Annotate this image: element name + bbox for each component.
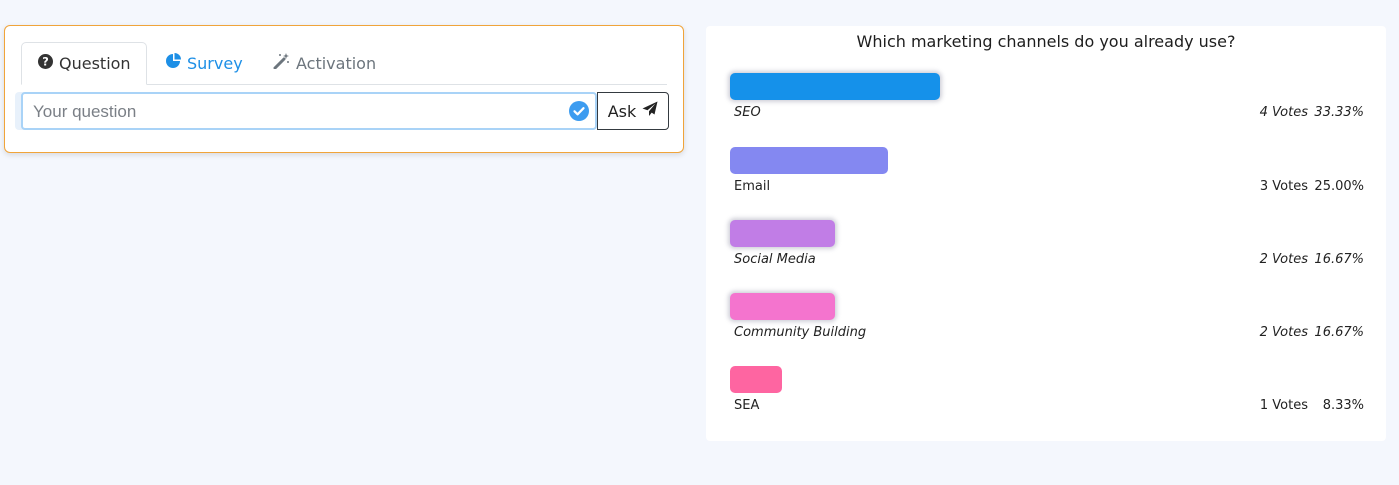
poll-option-percent: 33.33% bbox=[1314, 105, 1364, 120]
poll-option-label: Community Building bbox=[734, 325, 867, 340]
poll-option-percent: 16.67% bbox=[1314, 252, 1364, 267]
poll-option-votes: 3 Votes bbox=[1259, 179, 1308, 194]
ask-button[interactable]: Ask bbox=[597, 92, 669, 130]
poll-option-percent: 16.67% bbox=[1314, 325, 1364, 340]
poll-option-label: Social Media bbox=[734, 252, 816, 267]
tab-survey[interactable]: Survey bbox=[149, 42, 253, 84]
tab-question-label: Question bbox=[59, 54, 131, 73]
tab-question[interactable]: ? Question bbox=[21, 42, 147, 85]
poll-option-bar bbox=[730, 73, 940, 100]
poll-option-votes: 2 Votes bbox=[1259, 252, 1308, 267]
svg-text:?: ? bbox=[42, 55, 49, 68]
tab-activation-label: Activation bbox=[296, 53, 377, 73]
ask-row: Ask bbox=[21, 92, 669, 130]
poll-option-bar bbox=[730, 147, 888, 174]
pie-chart-icon bbox=[165, 53, 181, 73]
question-input[interactable] bbox=[31, 94, 555, 130]
poll-option-label: Email bbox=[734, 179, 771, 194]
tab-activation[interactable]: Activation bbox=[257, 42, 387, 84]
paper-plane-icon bbox=[642, 101, 658, 121]
poll-option: Community Building 2 Votes 16.67% bbox=[730, 293, 1364, 353]
poll-title: Which marketing channels do you already … bbox=[856, 32, 1236, 51]
check-circle-icon bbox=[569, 101, 589, 121]
poll-option: Social Media 2 Votes 16.67% bbox=[730, 220, 1364, 280]
poll-option-bar bbox=[730, 366, 782, 393]
poll-results-panel: Which marketing channels do you already … bbox=[706, 26, 1386, 441]
ask-button-label: Ask bbox=[607, 101, 637, 121]
poll-option-bar bbox=[730, 293, 835, 320]
question-input-wrapper bbox=[21, 92, 597, 130]
poll-option-label: SEA bbox=[734, 398, 760, 413]
poll-option-percent: 8.33% bbox=[1322, 398, 1364, 413]
question-panel: ? Question Survey Activation Ask bbox=[4, 25, 684, 153]
poll-option-label: SEO bbox=[734, 105, 761, 120]
question-circle-icon: ? bbox=[38, 54, 53, 73]
tab-bar: ? Question Survey Activation bbox=[21, 42, 667, 85]
poll-option: SEA 1 Votes 8.33% bbox=[730, 366, 1364, 426]
poll-option-votes: 4 Votes bbox=[1259, 105, 1308, 120]
poll-option-percent: 25.00% bbox=[1314, 179, 1364, 194]
poll-option-bar bbox=[730, 220, 835, 247]
poll-option-votes: 1 Votes bbox=[1259, 398, 1308, 413]
poll-option: SEO 4 Votes 33.33% bbox=[730, 73, 1364, 133]
tab-survey-label: Survey bbox=[187, 53, 243, 73]
magic-wand-icon bbox=[273, 53, 290, 73]
poll-option-votes: 2 Votes bbox=[1259, 325, 1308, 340]
poll-option: Email 3 Votes 25.00% bbox=[730, 147, 1364, 207]
